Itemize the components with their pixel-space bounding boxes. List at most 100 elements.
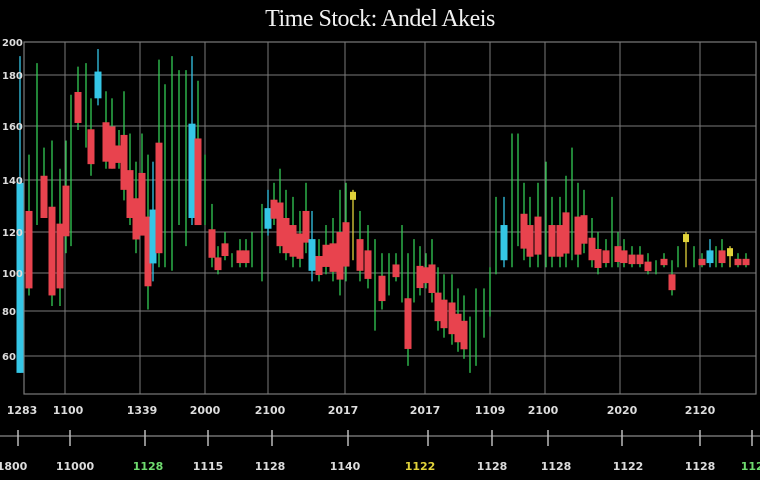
candle xyxy=(636,246,644,268)
candle xyxy=(126,133,134,226)
candle-body xyxy=(460,320,468,350)
x-tick-label: 2017 xyxy=(410,404,441,417)
candle-body xyxy=(644,261,652,272)
candle-body xyxy=(698,258,706,266)
candle-body xyxy=(48,206,56,296)
candle xyxy=(404,253,412,366)
candle xyxy=(48,140,56,306)
candle-body xyxy=(404,298,412,349)
candle-body xyxy=(660,258,668,266)
candle xyxy=(214,246,222,275)
candle-body xyxy=(548,225,556,257)
candle-body xyxy=(534,216,542,255)
candle xyxy=(16,56,24,373)
x-tick-label: 2017 xyxy=(328,404,359,417)
y-tick-label: 160 xyxy=(2,122,23,133)
candle-body xyxy=(40,175,48,218)
candle-body xyxy=(562,212,570,254)
bottom-label: 1122 xyxy=(405,460,436,473)
chart-title: Time Stock: Andel Akeis xyxy=(265,6,495,32)
candle-body xyxy=(364,250,372,279)
candle-body xyxy=(102,122,110,162)
candle-body xyxy=(115,145,123,163)
y-tick-label: 100 xyxy=(2,269,23,280)
candle-body xyxy=(94,71,102,99)
bottom-label: 1115 xyxy=(193,460,224,473)
candle-body xyxy=(155,142,163,254)
candle-body xyxy=(588,237,596,261)
candle xyxy=(460,295,468,359)
candle xyxy=(188,56,196,226)
candle xyxy=(416,246,424,296)
candle xyxy=(364,225,372,289)
candle xyxy=(668,260,676,296)
candle xyxy=(296,210,304,268)
candle-body xyxy=(422,267,430,284)
candle xyxy=(40,147,48,218)
candle-body xyxy=(329,243,337,272)
candle xyxy=(350,189,356,261)
candle xyxy=(336,189,344,296)
candle xyxy=(155,59,163,268)
candle xyxy=(264,189,272,236)
candle-body xyxy=(668,274,676,291)
candle xyxy=(422,253,430,289)
candle xyxy=(282,189,290,261)
candle xyxy=(87,98,95,176)
y-tick-label: 80 xyxy=(2,307,16,318)
candle-body xyxy=(264,208,272,229)
x-tick-label: 1109 xyxy=(475,404,506,417)
candle xyxy=(556,196,564,268)
candle-body xyxy=(434,292,442,322)
bottom-label: 1128 xyxy=(685,460,716,473)
candle-body xyxy=(594,248,602,268)
candle xyxy=(392,253,400,282)
candle xyxy=(378,253,386,310)
candle xyxy=(594,232,602,275)
candle-body xyxy=(194,138,202,226)
candle-body xyxy=(602,250,610,264)
y-tick-label: 120 xyxy=(2,228,23,239)
candle-body xyxy=(208,229,216,258)
candle-body xyxy=(236,250,244,264)
candle-body xyxy=(214,257,222,271)
candle xyxy=(108,98,116,169)
candle-body xyxy=(132,198,140,240)
bottom-label: 1128 xyxy=(477,460,508,473)
candle-body xyxy=(520,213,528,249)
candle-body xyxy=(296,233,304,259)
candle-body xyxy=(416,265,424,289)
bottom-label: 1122 xyxy=(613,460,644,473)
bottom-label: 1800 xyxy=(0,460,28,473)
candle-body xyxy=(718,250,726,264)
candle xyxy=(208,203,216,268)
candle-body xyxy=(242,250,250,264)
candle xyxy=(289,196,297,268)
candle xyxy=(660,253,668,268)
candle xyxy=(315,239,323,282)
candle xyxy=(706,239,714,268)
bottom-label: 1128 xyxy=(255,460,286,473)
candle-body xyxy=(62,185,70,237)
candle xyxy=(644,253,652,275)
candle-series xyxy=(16,49,750,373)
x-tick-label: 2000 xyxy=(190,404,221,417)
candle xyxy=(614,232,622,268)
candle-body xyxy=(144,216,152,287)
candle xyxy=(602,239,610,268)
candle-body xyxy=(636,254,644,265)
candle xyxy=(718,239,726,268)
candle xyxy=(620,239,628,268)
candle xyxy=(236,239,244,268)
candle-body xyxy=(742,258,750,266)
candle xyxy=(144,154,152,310)
candle-body xyxy=(149,209,157,264)
x-tick-label: 1339 xyxy=(127,404,158,417)
candle xyxy=(62,140,70,254)
candle-body xyxy=(138,172,146,236)
candle xyxy=(440,274,448,338)
candle-body xyxy=(620,250,628,264)
candle-body xyxy=(448,302,456,335)
candle xyxy=(683,232,689,268)
